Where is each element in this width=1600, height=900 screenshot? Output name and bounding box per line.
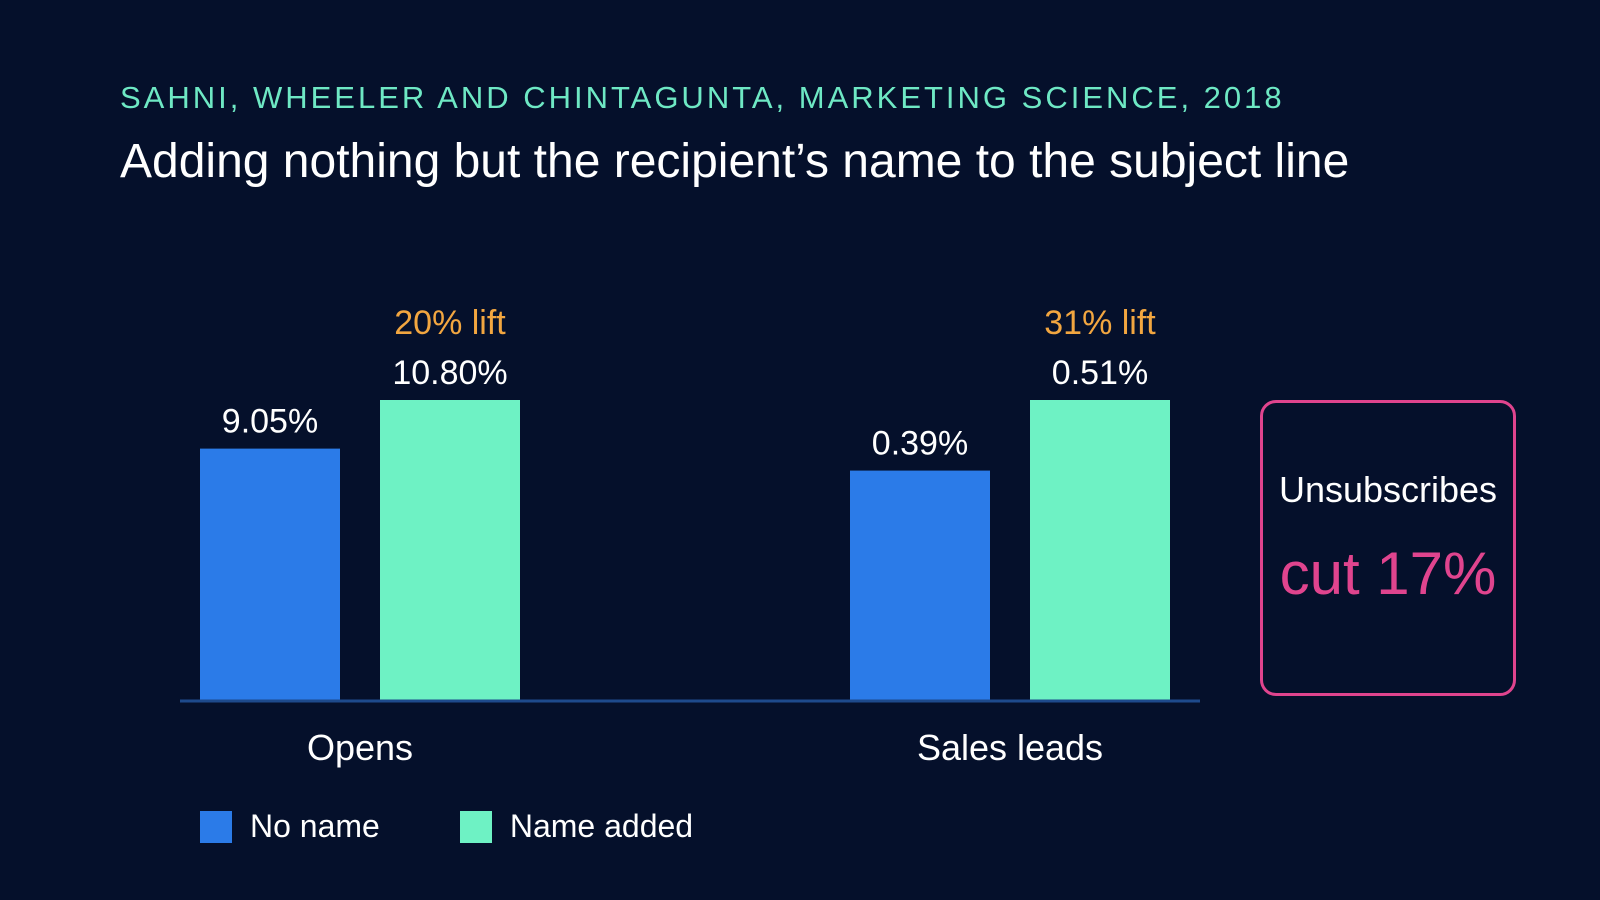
- category-label-opens: Opens: [307, 727, 413, 768]
- callout-label: Unsubscribes: [1278, 469, 1498, 510]
- bar-sales-leads-no-name: [850, 470, 990, 700]
- unsubscribes-callout: Unsubscribes cut 17%: [1260, 400, 1516, 696]
- legend-item-no-name: No name: [200, 808, 380, 845]
- legend-swatch-no-name: [200, 810, 232, 843]
- legend-item-name-added: Name added: [459, 808, 694, 845]
- category-label-sales-leads: Sales leads: [917, 727, 1103, 768]
- data-label-sales-leads-no-name: 0.39%: [872, 425, 968, 463]
- legend-label-no-name: No name: [250, 808, 380, 844]
- data-label-opens-no-name: 9.05%: [222, 403, 318, 441]
- lift-annotation-sales-leads: 31% lift: [1044, 304, 1156, 342]
- legend: No name Name added: [200, 808, 773, 845]
- lift-annotation-opens: 20% lift: [394, 304, 506, 342]
- legend-label-name-added: Name added: [509, 808, 694, 844]
- legend-swatch-name-added: [459, 810, 492, 843]
- data-label-sales-leads-name-added: 0.51%: [1052, 354, 1148, 392]
- chart-title: Adding nothing but the recipient’s name …: [120, 135, 1350, 188]
- bar-opens-name-added: [380, 400, 520, 700]
- bar-sales-leads-name-added: [1030, 400, 1170, 700]
- data-label-opens-name-added: 10.80%: [392, 354, 507, 392]
- source-citation: SAHNI, WHEELER AND CHINTAGUNTA, MARKETIN…: [120, 80, 1285, 115]
- callout-value: cut 17%: [1279, 540, 1497, 607]
- bar-opens-no-name: [200, 448, 340, 700]
